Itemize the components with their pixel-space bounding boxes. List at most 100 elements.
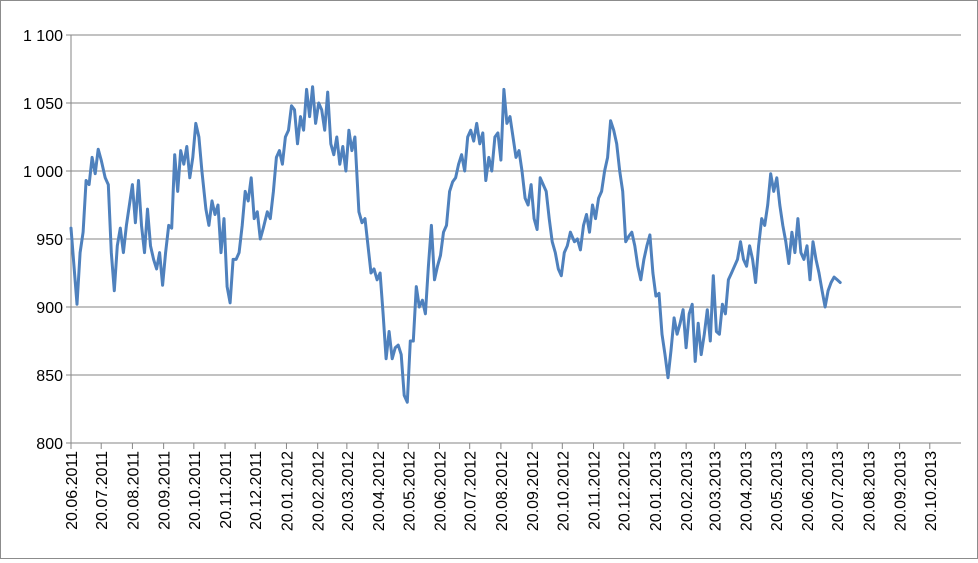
data-point [772,190,775,193]
data-point [442,231,445,234]
data-point [415,285,418,288]
data-point [219,251,223,254]
data-point [836,278,839,281]
data-point [633,244,636,247]
data-point [769,172,772,175]
data-point [439,254,442,257]
data-point [727,278,730,281]
data-point [173,153,176,156]
data-point [149,244,152,247]
data-point [344,169,348,173]
data-point [403,394,406,397]
data-point [484,179,487,182]
data-point [104,176,107,179]
data-point [241,224,244,227]
data-point [176,190,179,193]
data-point [739,240,742,243]
data-point [569,231,572,234]
data-point [579,248,582,252]
data-point [84,179,88,182]
data-point [207,224,211,227]
data-point [161,284,164,287]
x-tick-label: 20.02.2012 [311,451,328,531]
data-point [372,267,376,271]
data-point [369,271,373,275]
data-point [293,108,296,112]
data-point [654,294,658,298]
data-point [766,203,769,207]
data-point [832,275,836,279]
data-point [107,183,110,186]
data-point [317,101,320,105]
y-tick-label: 950 [36,232,63,249]
x-tick-label: 20.01.2012 [279,451,296,531]
data-point [826,289,830,292]
data-point [90,156,94,159]
data-point [597,197,600,200]
data-point [284,135,287,139]
data-point [520,169,524,173]
data-point [560,274,563,277]
data-point [563,251,566,254]
data-point [87,183,91,186]
data-point [194,122,197,125]
x-tick-label: 20.10.2013 [923,451,940,531]
x-tick-label: 20.04.2012 [371,451,388,531]
data-point [97,148,100,151]
y-tick-label: 800 [36,436,63,453]
data-point [487,156,490,159]
data-point [457,163,460,166]
data-point [167,224,170,227]
x-axis: 20.06.2011 20.07.2011 20.08.2011 20.09.2011… [64,442,961,531]
data-point [406,401,409,404]
x-tick-label: 20.08.2011 [125,451,142,530]
data-point [308,115,311,118]
data-point [424,312,427,315]
data-point [259,237,262,241]
data-point [134,221,137,224]
x-tick-label: 20.12.2011 [248,451,265,530]
x-tick-label: 20.07.2011 [94,451,111,530]
data-point [397,343,400,347]
data-point [78,251,82,254]
x-tick-label: 20.06.2011 [64,451,81,530]
data-point [672,316,676,320]
data-point [445,224,448,227]
data-point [657,292,661,295]
data-point [394,346,397,349]
data-point [122,251,125,254]
x-tick-label: 20.05.2013 [769,451,786,531]
data-point [164,251,167,254]
data-point [326,90,329,94]
data-point [272,190,275,193]
data-point [384,357,388,360]
data-point [454,176,457,179]
data-point [311,85,314,88]
x-tick-label: 20.08.2012 [494,451,511,531]
data-point [678,322,682,325]
data-point [796,217,800,220]
data-point [234,258,238,261]
data-point [448,190,451,193]
data-point [615,142,618,145]
data-point [526,203,530,207]
data-point [182,163,185,166]
data-point [137,179,140,182]
data-point [478,142,481,145]
data-point [185,145,188,148]
x-tick-label: 20.11.2012 [587,451,604,530]
data-point [366,244,370,247]
data-point [651,271,655,275]
data-point [140,224,143,227]
data-point [332,153,335,156]
data-point [573,240,576,243]
data-point [554,251,557,254]
data-point [808,278,812,281]
x-tick-label: 20.09.2013 [893,451,910,531]
data-point [775,176,778,179]
data-point [119,226,122,230]
data-point [400,353,403,356]
data-point [675,333,679,336]
data-point [191,156,194,159]
